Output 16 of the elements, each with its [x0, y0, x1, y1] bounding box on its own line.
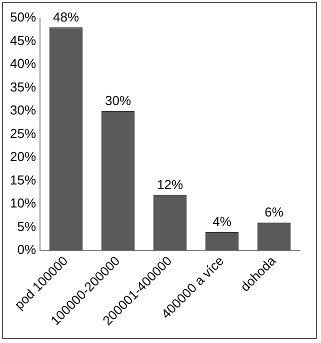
data-label: 4%	[212, 214, 232, 230]
data-label: 48%	[53, 9, 80, 24]
y-tick-label: 10%	[10, 196, 36, 211]
y-tick-label: 25%	[10, 126, 36, 141]
data-label: 30%	[105, 93, 132, 108]
y-tick-label: 45%	[10, 32, 36, 48]
y-tick-label: 40%	[10, 56, 36, 72]
data-label: 6%	[264, 204, 284, 220]
y-tick-label: 50%	[10, 10, 36, 25]
y-tick-label: 35%	[10, 79, 36, 94]
data-label: 12%	[156, 176, 184, 192]
y-tick-label: 5%	[17, 218, 36, 234]
y-tick-label: 20%	[10, 149, 36, 164]
y-tick-label: 15%	[10, 172, 36, 188]
y-tick-label: 30%	[10, 102, 36, 118]
y-tick-label: 0%	[17, 242, 36, 258]
